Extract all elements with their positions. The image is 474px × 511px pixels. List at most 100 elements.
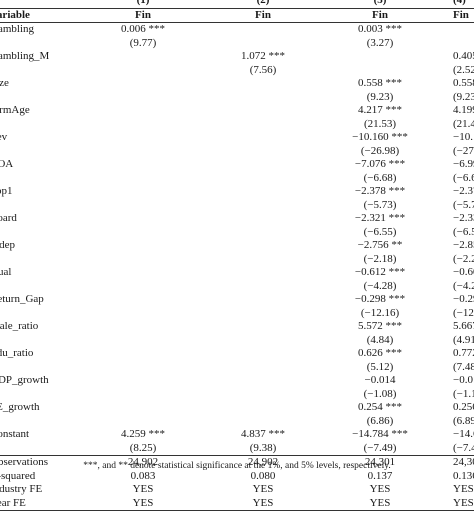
variable-label: Dual	[0, 266, 12, 278]
coefficient-cell	[435, 22, 474, 37]
summary-value: 24,902	[85, 455, 201, 470]
t-statistic-cell: (7.48	[453, 360, 474, 373]
t-statistic-cell: (−26.98)	[360, 144, 400, 157]
corner-cell	[0, 0, 85, 8]
coefficient-cell: −0.014	[364, 374, 396, 386]
coefficient-row: ROA −7.076 *** −6.995	[0, 158, 474, 172]
t-statistic-row: (7.56) (2.52	[0, 64, 474, 78]
t-statistic-cell: (9.77)	[129, 36, 157, 49]
coefficient-cell: −0.612 ***	[354, 266, 406, 278]
t-statistic-cell	[85, 226, 201, 240]
t-statistic-row: (−6.68) (−6.60	[0, 172, 474, 186]
coefficient-cell	[85, 131, 201, 145]
t-statistic-cell	[201, 280, 325, 294]
coefficient-cell	[201, 131, 325, 145]
t-statistic-cell	[85, 253, 201, 267]
variable-label: Constant	[0, 428, 30, 440]
dependent-variable-header: Fin	[201, 7, 325, 23]
coefficient-cell: −10.160 ***	[352, 131, 408, 143]
summary-value: 0.083	[130, 469, 156, 482]
coefficient-cell: −10.17	[453, 131, 474, 143]
t-statistic-row: (−5.73) (−5.71	[0, 199, 474, 213]
blank-cell	[0, 334, 85, 348]
t-statistic-cell	[85, 199, 201, 213]
t-statistic-cell	[85, 388, 201, 402]
t-statistic-cell	[85, 415, 201, 429]
coefficient-cell	[85, 347, 201, 361]
t-statistic-cell	[85, 91, 201, 105]
t-statistic-cell	[201, 145, 325, 159]
coefficient-cell: 0.254 ***	[358, 401, 402, 413]
coefficient-cell: −0.298	[453, 293, 474, 305]
coefficient-row: Constant 4.259 *** 4.837 *** −14.784 *** −14…	[0, 428, 474, 442]
blank-cell	[0, 388, 85, 402]
t-statistic-cell	[201, 37, 325, 51]
dependent-variable-header: Fin	[325, 7, 435, 23]
t-statistic-row: (−4.28) (−4.20	[0, 280, 474, 294]
t-statistic-cell	[201, 253, 325, 267]
summary-value: YES	[325, 496, 435, 511]
t-statistic-cell	[201, 226, 325, 240]
coefficient-row: Male_ratio 5.572 *** 5.667	[0, 320, 474, 334]
coefficient-cell: −2.333	[453, 212, 474, 224]
summary-value: 24,902	[201, 455, 325, 470]
coefficient-cell	[201, 293, 325, 307]
t-statistic-cell: (−5.73)	[363, 198, 397, 211]
t-statistic-cell	[201, 118, 325, 132]
t-statistic-row: (−12.16) (−12.1	[0, 307, 474, 321]
t-statistic-cell: (9.23)	[366, 90, 394, 103]
coefficient-rows: Gambling0.006 ***0.003 ***(9.77)(3.27)Ga…	[0, 22, 474, 456]
coefficient-cell	[85, 293, 201, 307]
t-statistic-cell	[85, 307, 201, 321]
summary-value: 0.137	[367, 469, 393, 482]
coefficient-row: Indep −2.756 ** −2.857	[0, 239, 474, 253]
coefficient-cell	[85, 50, 201, 64]
coefficient-row: Edu_ratio 0.626 *** 0.772	[0, 347, 474, 361]
blank-cell	[0, 226, 85, 240]
blank-cell	[0, 253, 85, 267]
variable-label: Edu_ratio	[0, 347, 34, 359]
t-statistic-cell: (6.89	[453, 414, 474, 427]
coefficient-cell	[201, 320, 325, 334]
summary-value: YES	[252, 483, 274, 495]
t-statistic-cell	[85, 172, 201, 186]
coefficient-cell	[201, 212, 325, 226]
summary-label: Industry FE	[0, 483, 43, 495]
coefficient-row: Top1 −2.378 *** −2.372	[0, 185, 474, 199]
blank-cell	[0, 145, 85, 159]
variable-label: Gambling	[0, 22, 85, 37]
t-statistic-cell: (−4.28)	[363, 279, 397, 292]
model-number: (1)	[136, 0, 150, 6]
coefficient-cell	[201, 77, 325, 91]
t-statistic-cell: (9.23	[453, 90, 474, 103]
blank-cell	[0, 307, 85, 321]
model-number: (3)	[373, 0, 387, 6]
coefficient-cell: 4.217 ***	[358, 104, 402, 116]
coefficient-row: Gambling_M 1.072 *** 0.405	[0, 50, 474, 64]
t-statistic-cell	[201, 361, 325, 375]
coefficient-cell: 5.572 ***	[358, 320, 402, 332]
t-statistic-cell: (−6.58	[453, 225, 474, 238]
t-statistic-cell	[85, 64, 201, 78]
coefficient-cell	[201, 185, 325, 199]
coefficient-cell: 5.667	[453, 320, 474, 332]
coefficient-cell: −0.016	[453, 374, 474, 386]
blank-cell	[0, 91, 85, 105]
coefficient-cell	[201, 374, 325, 388]
variable-label: ROA	[0, 158, 14, 170]
blank-cell	[0, 37, 85, 51]
coefficient-cell	[201, 158, 325, 172]
variable-label: Size	[0, 77, 9, 89]
t-statistic-row: (−2.18) (−2.26	[0, 253, 474, 267]
t-statistic-cell	[201, 307, 325, 321]
blank-cell	[0, 415, 85, 429]
t-statistic-cell	[85, 334, 201, 348]
t-statistic-row: (9.23) (9.23	[0, 91, 474, 105]
t-statistic-cell: (5.12)	[366, 360, 394, 373]
coefficient-cell: 4.837 ***	[241, 428, 285, 440]
blank-cell	[0, 442, 85, 456]
variable-column-header: Variable	[0, 7, 85, 23]
coefficient-cell: −2.756 **	[357, 239, 403, 251]
coefficient-cell: 0.558 ***	[358, 77, 402, 89]
